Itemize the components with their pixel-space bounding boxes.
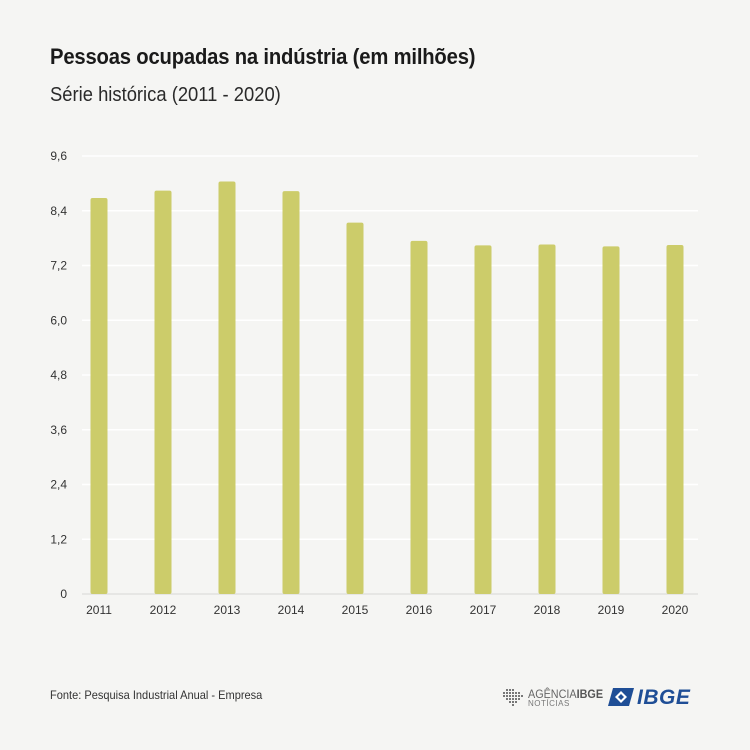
bar-2015 [346, 222, 364, 595]
x-tick-label-2018: 2018 [534, 603, 561, 617]
x-tick-label-2015: 2015 [342, 603, 369, 617]
x-tick-label-2013: 2013 [214, 603, 241, 617]
bar-2011 [90, 197, 108, 594]
ibge-emblem-icon [608, 688, 634, 706]
agencia-label: AGÊNCIA [528, 687, 577, 701]
gridlines [82, 155, 698, 595]
bar-2017 [474, 245, 492, 595]
y-tick-label: 2,4 [50, 478, 67, 492]
bar-2018 [538, 244, 556, 594]
y-tick-label: 7,2 [50, 259, 67, 273]
bar-2016 [410, 240, 428, 595]
chart-subtitle: Série histórica (2011 - 2020) [50, 84, 281, 106]
bars [90, 181, 684, 595]
y-tick-label: 3,6 [50, 423, 67, 437]
y-tick-label: 0 [60, 587, 67, 601]
y-tick-label: 1,2 [50, 532, 67, 546]
bar-2020 [666, 244, 684, 594]
y-axis-ticks: 0 1,2 2,4 3,6 4,8 6,0 7,2 8,4 9,6 [50, 149, 67, 601]
noticias-label: NOTÍCIAS [528, 699, 570, 708]
agencia-ibge-logo: AGÊNCIAIBGE NOTÍCIAS [502, 686, 611, 710]
y-tick-label: 9,6 [50, 149, 67, 163]
x-axis-ticks: 2011 2012 2013 2014 2015 2016 2017 2018 2019 2020 [86, 603, 689, 617]
bar-2013 [218, 181, 236, 595]
x-tick-label-2019: 2019 [598, 603, 625, 617]
x-tick-label-2016: 2016 [406, 603, 433, 617]
bar-2019 [602, 246, 620, 594]
x-tick-label-2017: 2017 [470, 603, 497, 617]
x-tick-label-2011: 2011 [86, 603, 112, 617]
brazil-map-icon [503, 689, 523, 706]
source-note: Fonte: Pesquisa Industrial Anual - Empre… [50, 688, 263, 702]
ibge-logo: IBGE [608, 686, 690, 708]
x-tick-label-2020: 2020 [662, 603, 689, 617]
chart-title: Pessoas ocupadas na indústria (em milhõe… [50, 44, 476, 69]
y-tick-label: 4,8 [50, 368, 67, 382]
ibge-wordmark: IBGE [637, 685, 691, 709]
bar-2014 [282, 191, 300, 594]
agencia-ibge-label: IBGE [576, 687, 604, 701]
y-tick-label: 8,4 [50, 204, 67, 218]
x-tick-label-2014: 2014 [278, 603, 305, 617]
x-tick-label-2012: 2012 [150, 603, 177, 617]
bar-2012 [154, 190, 172, 595]
y-tick-label: 6,0 [50, 313, 67, 327]
